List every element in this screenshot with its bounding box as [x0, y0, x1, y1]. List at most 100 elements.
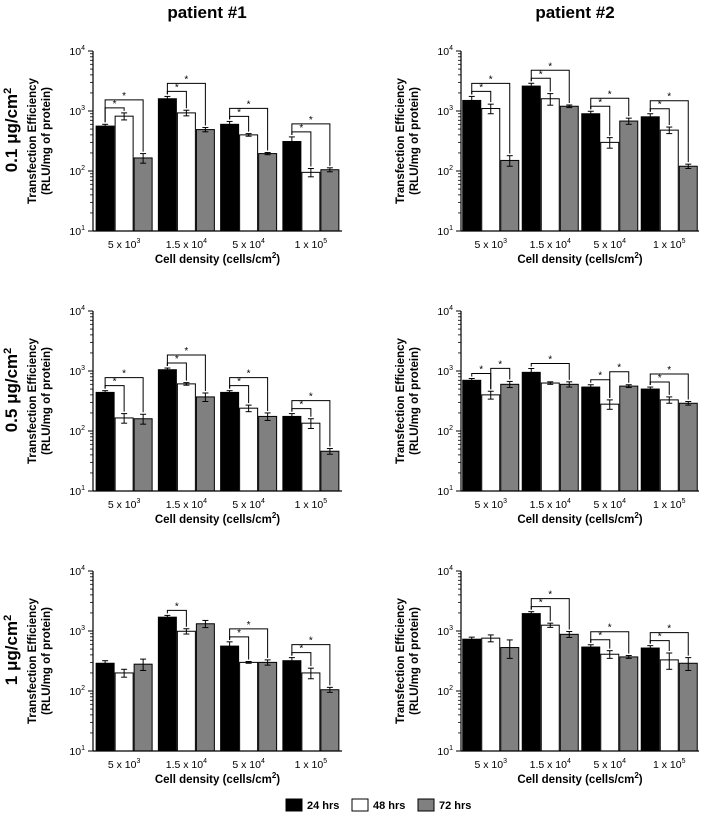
bar-72hrs-2 — [195, 396, 215, 492]
error-bar — [606, 650, 613, 659]
bar-72hrs-3 — [258, 415, 278, 492]
y-tick-label: 102 — [437, 425, 453, 438]
y-tick-label: 103 — [69, 365, 85, 378]
x-axis-label: Cell density (cells/cm2) — [155, 771, 280, 786]
significance-star: * — [247, 99, 251, 110]
bar-48hrs-2 — [540, 382, 560, 492]
significance-star: * — [608, 89, 612, 100]
bar-72hrs-4 — [678, 402, 698, 492]
bar-24hrs-4 — [640, 116, 660, 232]
error-bar — [183, 382, 190, 386]
error-bar — [307, 168, 314, 178]
bar-24hrs-2 — [521, 613, 541, 752]
significance-star: * — [479, 364, 483, 375]
error-bar — [685, 163, 692, 170]
x-tick-label: 1.5 x 104 — [530, 238, 571, 251]
error-bar — [468, 636, 475, 642]
chart-panel-5: 101 102 103 104 * * * * * 5 x 103 1.5 x 104 5 x 104… — [27, 565, 342, 786]
x-tick-label: 5 x 104 — [593, 498, 626, 511]
error-bar — [183, 109, 190, 117]
x-tick-label: 1 x 105 — [653, 498, 686, 511]
error-bar — [587, 384, 594, 391]
error-bar — [566, 381, 573, 388]
error-bar — [102, 660, 109, 667]
bar-48hrs-2 — [176, 112, 196, 232]
y-tick-label: 104 — [437, 565, 453, 578]
bar-72hrs-3 — [619, 385, 639, 492]
significance-bracket: * — [590, 89, 630, 117]
error-bar — [685, 401, 692, 406]
bar-72hrs-3 — [619, 656, 639, 752]
bar-24hrs-4 — [282, 141, 302, 232]
bar-48hrs-4 — [659, 399, 679, 492]
significance-star: * — [247, 620, 251, 631]
error-bar — [468, 95, 475, 106]
significance-star: * — [667, 365, 671, 376]
significance-star: * — [548, 590, 552, 601]
bar-48hrs-1 — [481, 108, 501, 232]
significance-star: * — [598, 97, 602, 108]
y-axis-label: Transfection Efficiency (RLU/mg of protei… — [395, 597, 421, 724]
error-bar — [506, 380, 513, 389]
significance-bracket: * — [291, 115, 331, 166]
bar-72hrs-4 — [320, 169, 340, 232]
bar-48hrs-1 — [114, 115, 134, 232]
bar-72hrs-2 — [195, 623, 215, 752]
significance-star: * — [113, 377, 117, 388]
error-bar — [606, 399, 613, 410]
bar-24hrs-1 — [95, 125, 115, 232]
bar-24hrs-2 — [157, 369, 177, 492]
x-tick-label: 5 x 103 — [474, 758, 507, 771]
legend-label-48hrs: 48 hrs — [373, 800, 405, 812]
y-tick-label: 102 — [437, 165, 453, 178]
bar-48hrs-1 — [481, 637, 501, 752]
x-axis-label: Cell density (cells/cm2) — [517, 511, 642, 526]
significance-bracket: * — [104, 369, 144, 413]
bar-24hrs-1 — [462, 638, 482, 752]
significance-bracket: * — [104, 91, 144, 152]
significance-star: * — [184, 346, 188, 357]
error-bar — [487, 634, 494, 643]
legend: 24 hrs 48 hrs 72 hrs — [285, 798, 471, 812]
error-bar — [307, 667, 314, 680]
error-bar — [487, 103, 494, 115]
error-bar — [528, 82, 535, 90]
x-tick-label: 5 x 103 — [108, 238, 141, 251]
significance-bracket: * — [166, 601, 187, 627]
significance-bracket: * — [649, 624, 689, 656]
error-bar — [326, 167, 333, 173]
significance-star: * — [309, 392, 313, 403]
x-tick-label: 1.5 x 104 — [166, 498, 207, 511]
error-bar — [121, 668, 128, 678]
error-bar — [140, 153, 147, 164]
bar-48hrs-3 — [600, 653, 620, 752]
bar-48hrs-1 — [481, 394, 501, 492]
significance-star: * — [122, 369, 126, 380]
bar-48hrs-1 — [114, 417, 134, 492]
y-tick-label: 104 — [69, 565, 85, 578]
legend-swatch-24hrs — [285, 798, 303, 812]
chart-panel-3: 101 102 103 104 * * * * * * * * 5 x 103 1.5 x 104 5 x … — [27, 305, 342, 526]
bar-72hrs-3 — [258, 661, 278, 752]
error-bar — [566, 104, 573, 109]
significance-star: * — [489, 74, 493, 85]
error-bar — [506, 639, 513, 659]
significance-star: * — [667, 92, 671, 103]
bar-48hrs-3 — [239, 407, 259, 492]
error-bar — [326, 686, 333, 693]
legend-label-72hrs: 72 hrs — [439, 800, 471, 812]
bar-24hrs-4 — [640, 388, 660, 492]
error-bar — [666, 396, 673, 404]
bar-24hrs-2 — [521, 371, 541, 492]
significance-star: * — [617, 363, 621, 374]
x-tick-label: 5 x 103 — [474, 238, 507, 251]
x-tick-label: 1 x 105 — [295, 758, 328, 771]
error-bar — [245, 661, 252, 664]
x-axis-label: Cell density (cells/cm2) — [517, 771, 642, 786]
bar-24hrs-3 — [220, 123, 240, 232]
y-tick-label: 104 — [69, 305, 85, 318]
bar-24hrs-1 — [95, 391, 115, 492]
bar-72hrs-4 — [678, 165, 698, 232]
y-tick-label: 101 — [437, 485, 453, 498]
bar-24hrs-3 — [220, 645, 240, 752]
